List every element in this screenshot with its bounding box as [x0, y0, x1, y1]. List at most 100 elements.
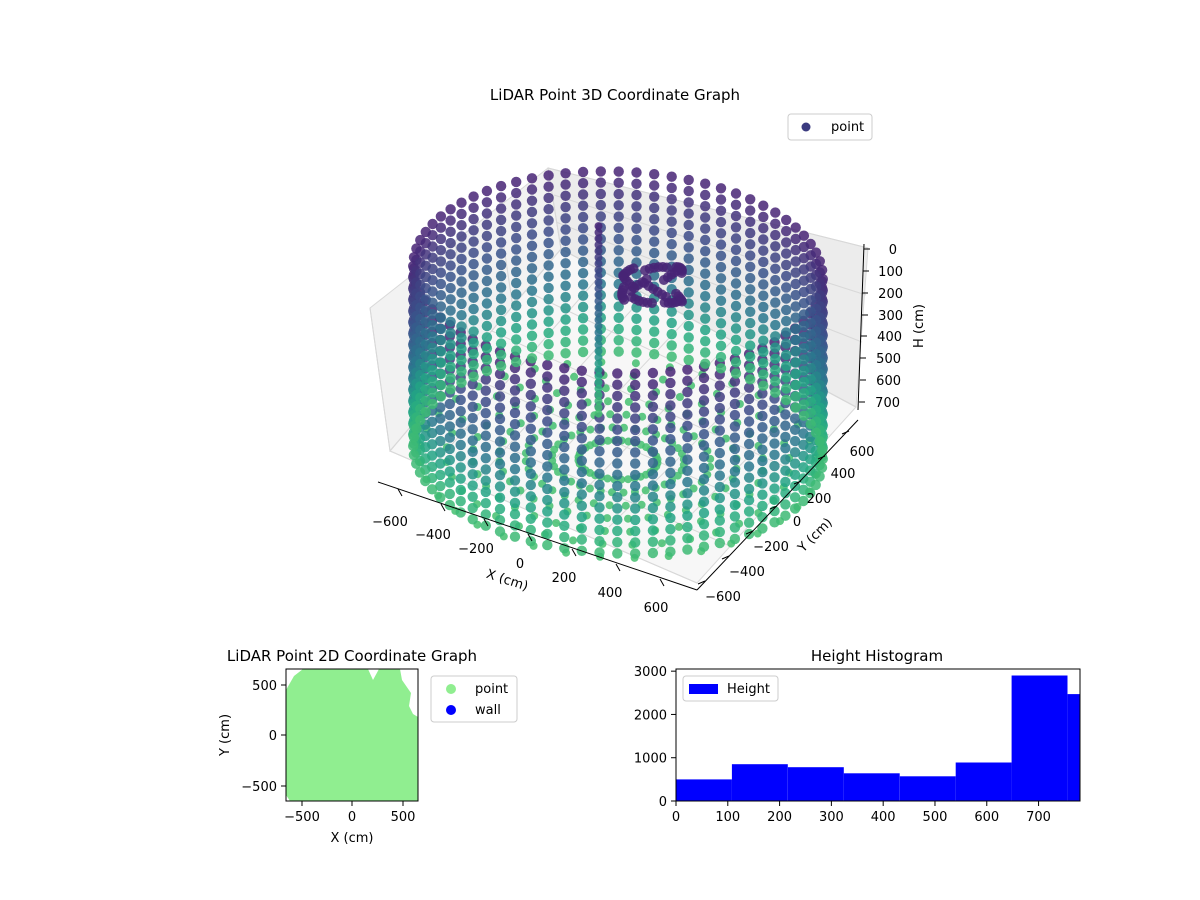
point-3d: [560, 336, 571, 348]
point-3d: [543, 305, 554, 316]
point-3d: [743, 472, 755, 483]
point-3d: [455, 439, 466, 451]
point-3d: [559, 475, 570, 486]
plot-histogram: Height Histogram 0 100 200 300 400 500 600 700 …: [634, 647, 1081, 825]
point-3d: [745, 272, 756, 284]
point-3d: [715, 363, 727, 374]
point-3d: [665, 400, 676, 411]
point-3d: [594, 390, 603, 399]
point-3d: [408, 449, 420, 461]
point-3d: [543, 282, 554, 294]
point-3d: [576, 399, 587, 410]
point-3d: [816, 462, 828, 473]
point-3d: [594, 253, 603, 262]
point-3d: [595, 166, 606, 177]
point-3d: [594, 322, 603, 331]
point-3d: [468, 225, 479, 236]
z-tick-label: 600: [876, 374, 901, 389]
point-3d: [631, 223, 642, 234]
point-3d: [480, 441, 491, 453]
point-3d: [700, 201, 711, 212]
point-3d: [577, 245, 589, 256]
point-3d: [494, 368, 506, 380]
point-3d: [444, 488, 455, 500]
point-3d: [468, 213, 479, 225]
point-3d: [525, 401, 536, 412]
point-3d: [816, 444, 828, 456]
point-3d: [798, 241, 810, 253]
point-3d: [525, 389, 536, 401]
point-3d: [511, 289, 522, 300]
point-3d: [559, 441, 570, 453]
point-3d: [594, 513, 605, 524]
point-3d: [715, 228, 727, 239]
point-3d: [495, 192, 507, 203]
point-3d: [715, 216, 727, 228]
y-tick-mark: [721, 555, 730, 560]
z-ticks-3d: 0 100 200 300 400 500 600 700 H (cm): [859, 243, 927, 411]
point-3d: [525, 513, 536, 524]
point-3d: [577, 178, 589, 189]
point-3d: [630, 537, 641, 548]
point-3d: [647, 491, 659, 502]
point-3d: [456, 287, 467, 298]
y-tick-label: −500: [241, 780, 277, 795]
plot-2d: LiDAR Point 2D Coordinate Graph −500 0 5…: [218, 647, 518, 846]
point-3d: [745, 284, 756, 295]
point-3d: [613, 233, 624, 245]
point-3d: [576, 478, 587, 489]
point-3d: [698, 406, 710, 417]
point-3d: [700, 302, 711, 313]
z-axis-label: H (cm): [912, 304, 927, 348]
point-3d: [682, 409, 693, 420]
point-3d: [495, 327, 507, 338]
legend-3d-frame: [787, 113, 873, 141]
point-3d: [743, 506, 755, 517]
point-3d: [798, 399, 810, 410]
point-3d: [411, 458, 422, 469]
point-3d: [630, 492, 641, 503]
point-3d: [665, 467, 676, 479]
point-3d: [798, 343, 810, 354]
point-3d: [511, 300, 522, 311]
point-3d: [630, 469, 641, 481]
point-3d: [631, 359, 640, 368]
x-tick-label: 0: [348, 810, 356, 825]
point-3d: [666, 216, 677, 227]
point-3d: [445, 316, 456, 327]
point-3d: [542, 528, 553, 540]
x-tick-mark: [659, 578, 665, 587]
point-3d: [758, 335, 769, 346]
x-tick-mark: [615, 563, 621, 572]
point-3d: [770, 297, 781, 308]
point-3d: [729, 398, 741, 410]
point-3d: [494, 391, 506, 402]
point-3d: [435, 301, 447, 312]
point-3d: [729, 409, 741, 421]
x-tick-label: 600: [974, 810, 999, 825]
point-3d: [730, 199, 742, 210]
point-3d: [481, 332, 493, 343]
point-3d: [495, 225, 507, 237]
point-3d: [729, 376, 741, 387]
point-3d: [612, 469, 623, 480]
point-3d: [757, 388, 768, 399]
point-3d: [770, 308, 781, 319]
point-3d: [526, 229, 538, 240]
point-3d: [781, 315, 792, 327]
point-3d: [730, 345, 742, 357]
point-3d: [758, 358, 769, 369]
point-3d: [468, 281, 479, 292]
point-3d: [745, 250, 756, 261]
point-3d: [480, 509, 491, 520]
point-3d: [700, 324, 711, 336]
point-3d: [495, 349, 507, 361]
y-tick-label: 0: [659, 795, 667, 810]
histogram-bar: [731, 764, 788, 801]
point-3d: [666, 317, 677, 329]
point-3d: [665, 524, 676, 535]
point-3d: [700, 178, 711, 189]
point-3d: [769, 415, 780, 427]
point-3d: [542, 472, 553, 483]
point-3d: [481, 264, 493, 275]
